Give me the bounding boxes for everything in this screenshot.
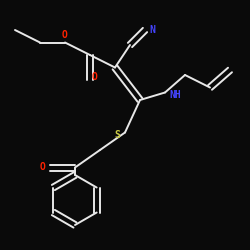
Text: O: O (40, 162, 46, 172)
Text: O: O (92, 72, 98, 83)
Text: NH: NH (169, 90, 181, 100)
Text: N: N (150, 25, 156, 35)
Text: O: O (62, 30, 68, 40)
Text: S: S (114, 130, 120, 140)
